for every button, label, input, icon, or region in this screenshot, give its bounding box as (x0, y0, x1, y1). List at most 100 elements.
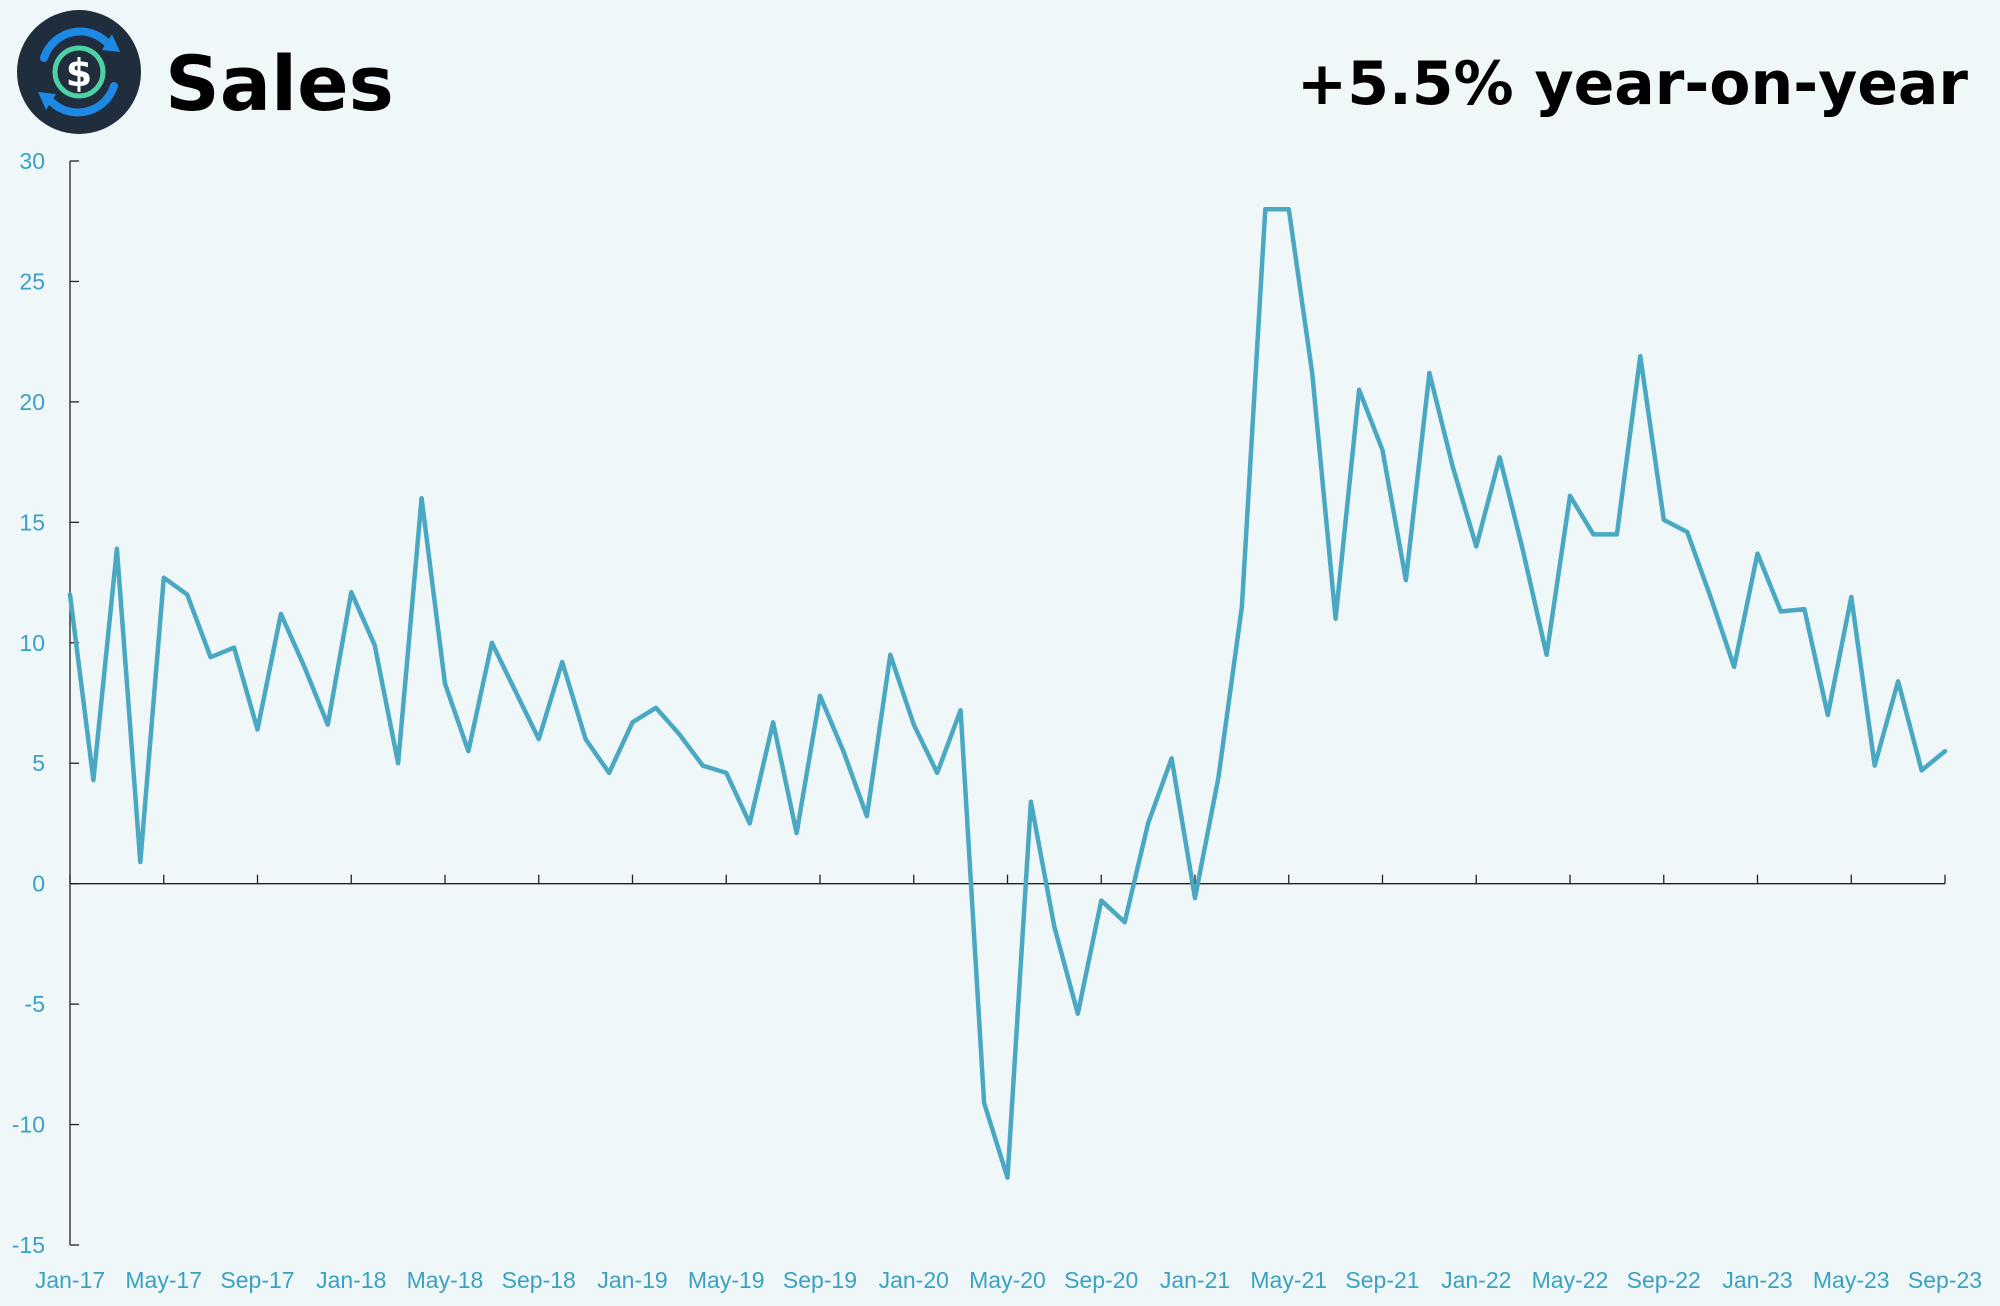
x-tick-label: Jan-23 (1722, 1267, 1792, 1293)
data-point (279, 612, 283, 616)
x-axis-labels: Jan-17 May-17 Sep-17 Jan-18 May-18 Sep-18 Jan-… (35, 1267, 1982, 1293)
data-point (1756, 552, 1760, 556)
logo-arrowhead-top (102, 34, 120, 52)
y-tick-label: -10 (12, 1112, 45, 1138)
data-point (1802, 607, 1806, 611)
data-point (959, 708, 963, 712)
data-point (326, 723, 330, 727)
data-point (818, 694, 822, 698)
x-tick-label: May-23 (1813, 1267, 1890, 1293)
data-point (607, 771, 611, 775)
data-point (1099, 899, 1103, 903)
data-point (1873, 764, 1877, 768)
x-tick-label: May-19 (688, 1267, 765, 1293)
sales-series-line (67, 206, 1948, 1180)
data-point (349, 590, 353, 594)
logo-dollar-glyph: $ (66, 51, 92, 95)
data-point (1216, 776, 1220, 780)
data-point (1591, 532, 1595, 536)
data-point (115, 547, 119, 551)
data-point (91, 778, 95, 782)
data-point (1615, 532, 1619, 536)
data-point (1052, 925, 1056, 929)
logo-coin-ring (52, 45, 106, 99)
data-point (1334, 617, 1338, 621)
axes (69, 160, 1946, 1246)
data-point (841, 749, 845, 753)
x-tick-label: Jan-21 (1160, 1267, 1230, 1293)
data-point (513, 689, 517, 693)
y-tick-label: -5 (25, 991, 45, 1017)
data-point (302, 665, 306, 669)
y-tick-label: 10 (19, 630, 45, 656)
data-point (232, 646, 236, 650)
data-point (256, 727, 260, 731)
data-point (982, 1101, 986, 1105)
data-point (771, 720, 775, 724)
data-point (138, 860, 142, 864)
data-point (560, 660, 564, 664)
data-point (68, 593, 72, 597)
yoy-headline: +5.5% year-on-year (1297, 49, 1968, 119)
data-point (1451, 465, 1455, 469)
data-point (865, 814, 869, 818)
x-tick-label: Sep-17 (220, 1267, 294, 1293)
x-tick-label: May-22 (1532, 1267, 1609, 1293)
data-point (209, 655, 213, 659)
data-point (443, 682, 447, 686)
data-point (1849, 595, 1853, 599)
data-point (1381, 448, 1385, 452)
data-point (1170, 756, 1174, 760)
data-point (1263, 207, 1267, 211)
plot-area (67, 206, 1948, 1180)
logo-arrowhead-bottom (38, 92, 56, 110)
x-tick-label: Jan-22 (1441, 1267, 1511, 1293)
data-point (1240, 605, 1244, 609)
data-point (584, 737, 588, 741)
data-point (1943, 749, 1947, 753)
x-tick-label: May-17 (125, 1267, 202, 1293)
data-point (1427, 371, 1431, 375)
data-point (1287, 207, 1291, 211)
data-point (1709, 595, 1713, 599)
data-point (1521, 549, 1525, 553)
data-point (1146, 821, 1150, 825)
data-point (1568, 494, 1572, 498)
x-tick-label: Sep-22 (1627, 1267, 1701, 1293)
data-point (162, 576, 166, 580)
data-point (1498, 455, 1502, 459)
data-point (1920, 768, 1924, 772)
data-point (654, 706, 658, 710)
data-point (888, 653, 892, 657)
data-point (1638, 354, 1642, 358)
data-point (1662, 518, 1666, 522)
data-point (1404, 578, 1408, 582)
x-tick-label: Jan-17 (35, 1267, 105, 1293)
data-point (1732, 665, 1736, 669)
data-point (373, 643, 377, 647)
y-axis-labels: -15 -10 -5 0 5 10 15 20 25 30 (12, 148, 45, 1258)
data-point (1123, 920, 1127, 924)
y-tick-label: 15 (19, 509, 45, 535)
data-point (1896, 679, 1900, 683)
x-tick-label: Sep-20 (1064, 1267, 1138, 1293)
x-tick-label: May-20 (969, 1267, 1046, 1293)
x-tick-label: Jan-19 (597, 1267, 667, 1293)
data-point (1826, 713, 1830, 717)
data-point (1029, 800, 1033, 804)
data-point (677, 732, 681, 736)
data-point (1779, 609, 1783, 613)
data-point (748, 821, 752, 825)
data-point (420, 496, 424, 500)
data-point (701, 764, 705, 768)
logo-arrow-top (40, 27, 114, 62)
x-tick-label: Sep-21 (1345, 1267, 1419, 1293)
y-tick-label: -15 (12, 1232, 45, 1258)
y-tick-label: 25 (19, 268, 45, 294)
data-point (1357, 388, 1361, 392)
data-point (466, 749, 470, 753)
y-tick-label: 30 (19, 148, 45, 174)
x-tick-label: Jan-20 (879, 1267, 949, 1293)
y-tick-label: 20 (19, 389, 45, 415)
